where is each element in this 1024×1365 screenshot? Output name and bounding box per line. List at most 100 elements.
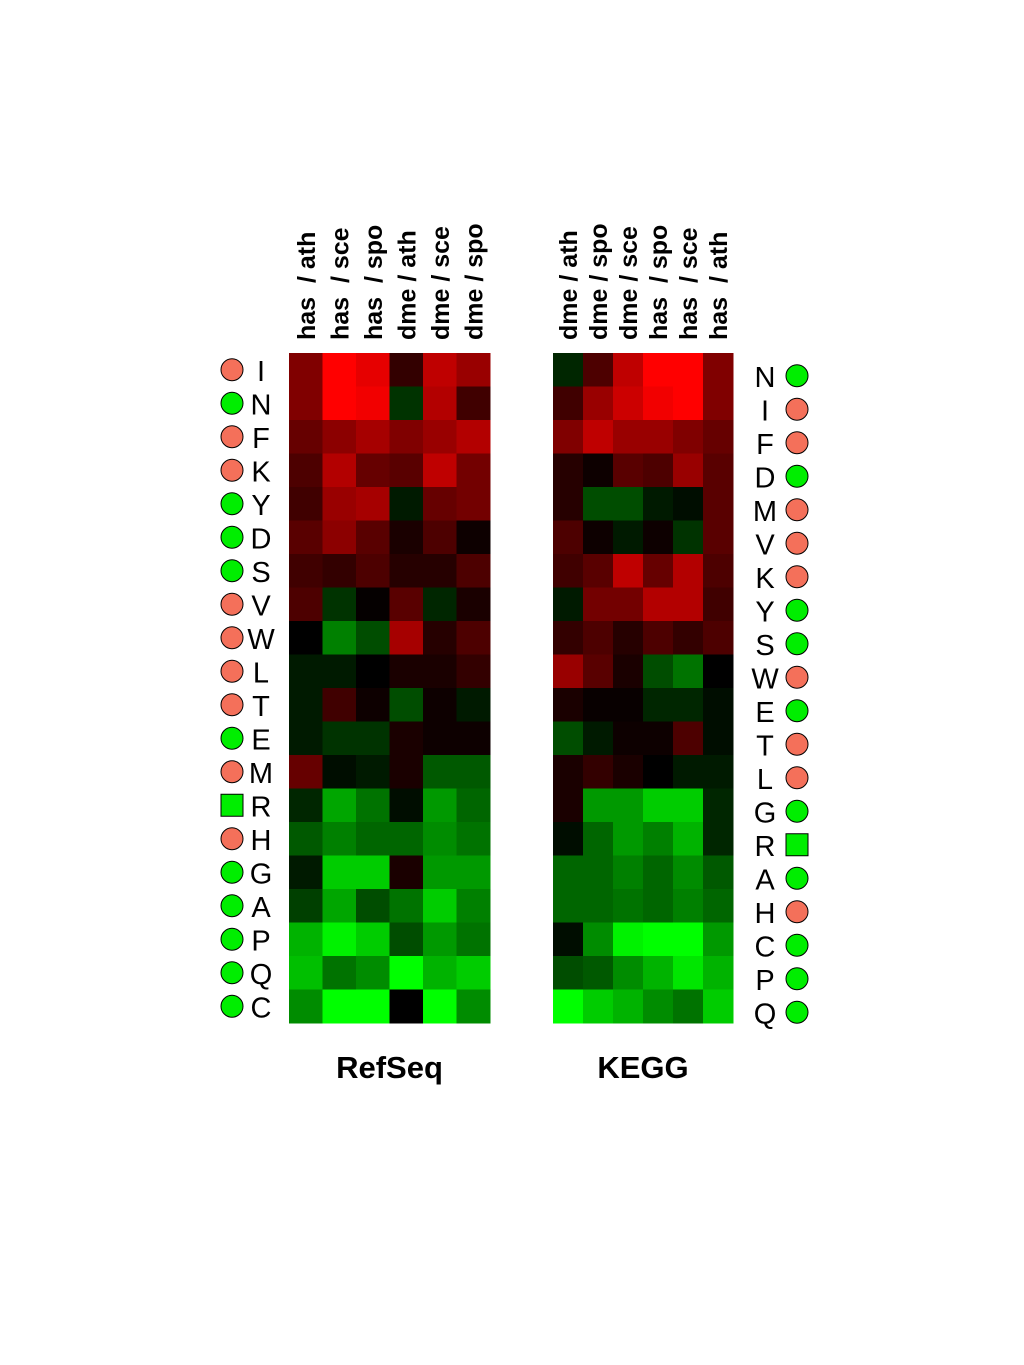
heatmap-cell xyxy=(643,822,674,856)
row-marker xyxy=(785,799,809,823)
heatmap-cell xyxy=(673,487,704,521)
heatmap-cell xyxy=(703,922,734,957)
heatmap-cell xyxy=(703,386,734,421)
heatmap-cell xyxy=(423,520,457,555)
heatmap-cell xyxy=(643,721,674,756)
heatmap-cell xyxy=(673,855,704,890)
row-marker xyxy=(220,793,244,817)
heatmap-cell xyxy=(643,788,674,823)
heatmap-cell xyxy=(613,453,644,488)
heatmap-cell xyxy=(673,386,704,421)
heatmap-cell xyxy=(673,788,704,823)
heatmap-cell xyxy=(703,587,734,622)
heatmap-cell xyxy=(643,855,674,890)
row-marker xyxy=(220,592,244,616)
heatmap-cell xyxy=(289,755,323,789)
heatmap-cell xyxy=(703,889,734,923)
row-label: V xyxy=(251,590,271,622)
heatmap-cell xyxy=(456,420,491,454)
heatmap-cell xyxy=(356,889,390,923)
row-marker xyxy=(220,391,244,415)
heatmap-cell xyxy=(389,654,424,689)
heatmap-cell xyxy=(456,520,491,555)
heatmap-cell xyxy=(553,989,584,1024)
row-marker xyxy=(785,866,809,890)
heatmap-cell xyxy=(583,353,614,387)
row-marker xyxy=(785,498,809,522)
heatmap-cell xyxy=(583,520,614,555)
heatmap-cell xyxy=(643,420,674,454)
heatmap-cell xyxy=(322,654,357,689)
row-label: G xyxy=(754,797,777,829)
heatmap-cell xyxy=(356,587,390,622)
heatmap-cell xyxy=(322,989,357,1024)
heatmap-cell xyxy=(356,721,390,756)
row-marker xyxy=(785,598,809,622)
heatmap-cell xyxy=(703,520,734,555)
row-label: H xyxy=(755,898,776,930)
row-marker xyxy=(220,525,244,549)
heatmap-cell xyxy=(389,721,424,756)
heatmap-cell xyxy=(289,889,323,923)
heatmap-cell xyxy=(553,822,584,856)
heatmap-cell xyxy=(389,621,424,655)
heatmap-cell xyxy=(583,822,614,856)
row-label: A xyxy=(755,864,775,896)
row-marker xyxy=(785,397,809,421)
heatmap-cell xyxy=(643,989,674,1024)
heatmap-cell xyxy=(289,587,323,622)
heatmap-cell xyxy=(703,453,734,488)
heatmap-cell xyxy=(322,554,357,588)
heatmap-cell xyxy=(356,855,390,890)
heatmap-cell xyxy=(703,989,734,1024)
heatmap-cell xyxy=(289,386,323,421)
heatmap-cell xyxy=(289,554,323,588)
heatmap-cell xyxy=(423,353,457,387)
heatmap-cell xyxy=(356,621,390,655)
heatmap-cell xyxy=(613,487,644,521)
row-label: D xyxy=(755,462,776,494)
heatmap-cell xyxy=(643,755,674,789)
heatmap-cell xyxy=(553,420,584,454)
row-label: Y xyxy=(755,596,774,628)
column-label: dme / spo xyxy=(585,223,613,340)
heatmap-cell xyxy=(322,453,357,488)
heatmap-cell xyxy=(423,889,457,923)
row-label: L xyxy=(253,657,269,689)
heatmap-cell xyxy=(673,755,704,789)
row-marker xyxy=(220,827,244,851)
row-marker xyxy=(785,833,809,857)
heatmap-cell xyxy=(703,755,734,789)
heatmap-cell xyxy=(613,922,644,957)
heatmap-cell xyxy=(703,554,734,588)
heatmap-cell xyxy=(553,688,584,722)
row-label: L xyxy=(757,764,773,796)
heatmap-cell xyxy=(583,889,614,923)
row-label: N xyxy=(251,389,272,421)
row-marker xyxy=(785,565,809,589)
heatmap-cell xyxy=(389,788,424,823)
row-marker xyxy=(785,431,809,455)
row-marker xyxy=(220,626,244,650)
heatmap-cell xyxy=(389,386,424,421)
heatmap-cell xyxy=(643,621,674,655)
heatmap-cell xyxy=(356,654,390,689)
heatmap-cell xyxy=(643,587,674,622)
heatmap-cell xyxy=(583,587,614,622)
row-marker xyxy=(220,961,244,985)
heatmap-cell xyxy=(673,822,704,856)
heatmap-cell xyxy=(553,889,584,923)
row-label: N xyxy=(755,362,776,394)
heatmap-cell xyxy=(289,420,323,454)
heatmap-cell xyxy=(553,520,584,555)
heatmap-cell xyxy=(613,889,644,923)
row-label: W xyxy=(247,624,275,656)
heatmap-cell xyxy=(423,386,457,421)
heatmap-cell xyxy=(456,989,491,1024)
row-marker xyxy=(785,699,809,723)
heatmap-cell xyxy=(456,621,491,655)
row-marker xyxy=(220,994,244,1018)
heatmap-cell xyxy=(456,855,491,890)
heatmap-cell xyxy=(613,855,644,890)
